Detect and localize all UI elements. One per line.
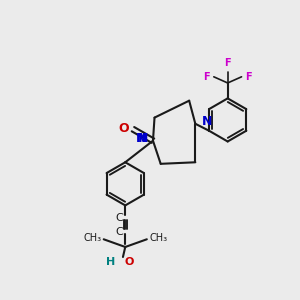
Text: O: O	[124, 257, 134, 267]
Text: O: O	[118, 122, 129, 135]
Text: F: F	[203, 72, 210, 82]
Text: N: N	[202, 115, 213, 128]
Text: F: F	[245, 72, 252, 82]
Text: H: H	[106, 257, 115, 267]
Text: N: N	[138, 132, 148, 145]
Text: F: F	[224, 58, 231, 68]
Text: N: N	[136, 132, 146, 145]
Text: CH₃: CH₃	[83, 233, 101, 243]
Text: C: C	[115, 213, 123, 223]
Text: CH₃: CH₃	[149, 233, 167, 243]
Text: C: C	[115, 226, 123, 237]
